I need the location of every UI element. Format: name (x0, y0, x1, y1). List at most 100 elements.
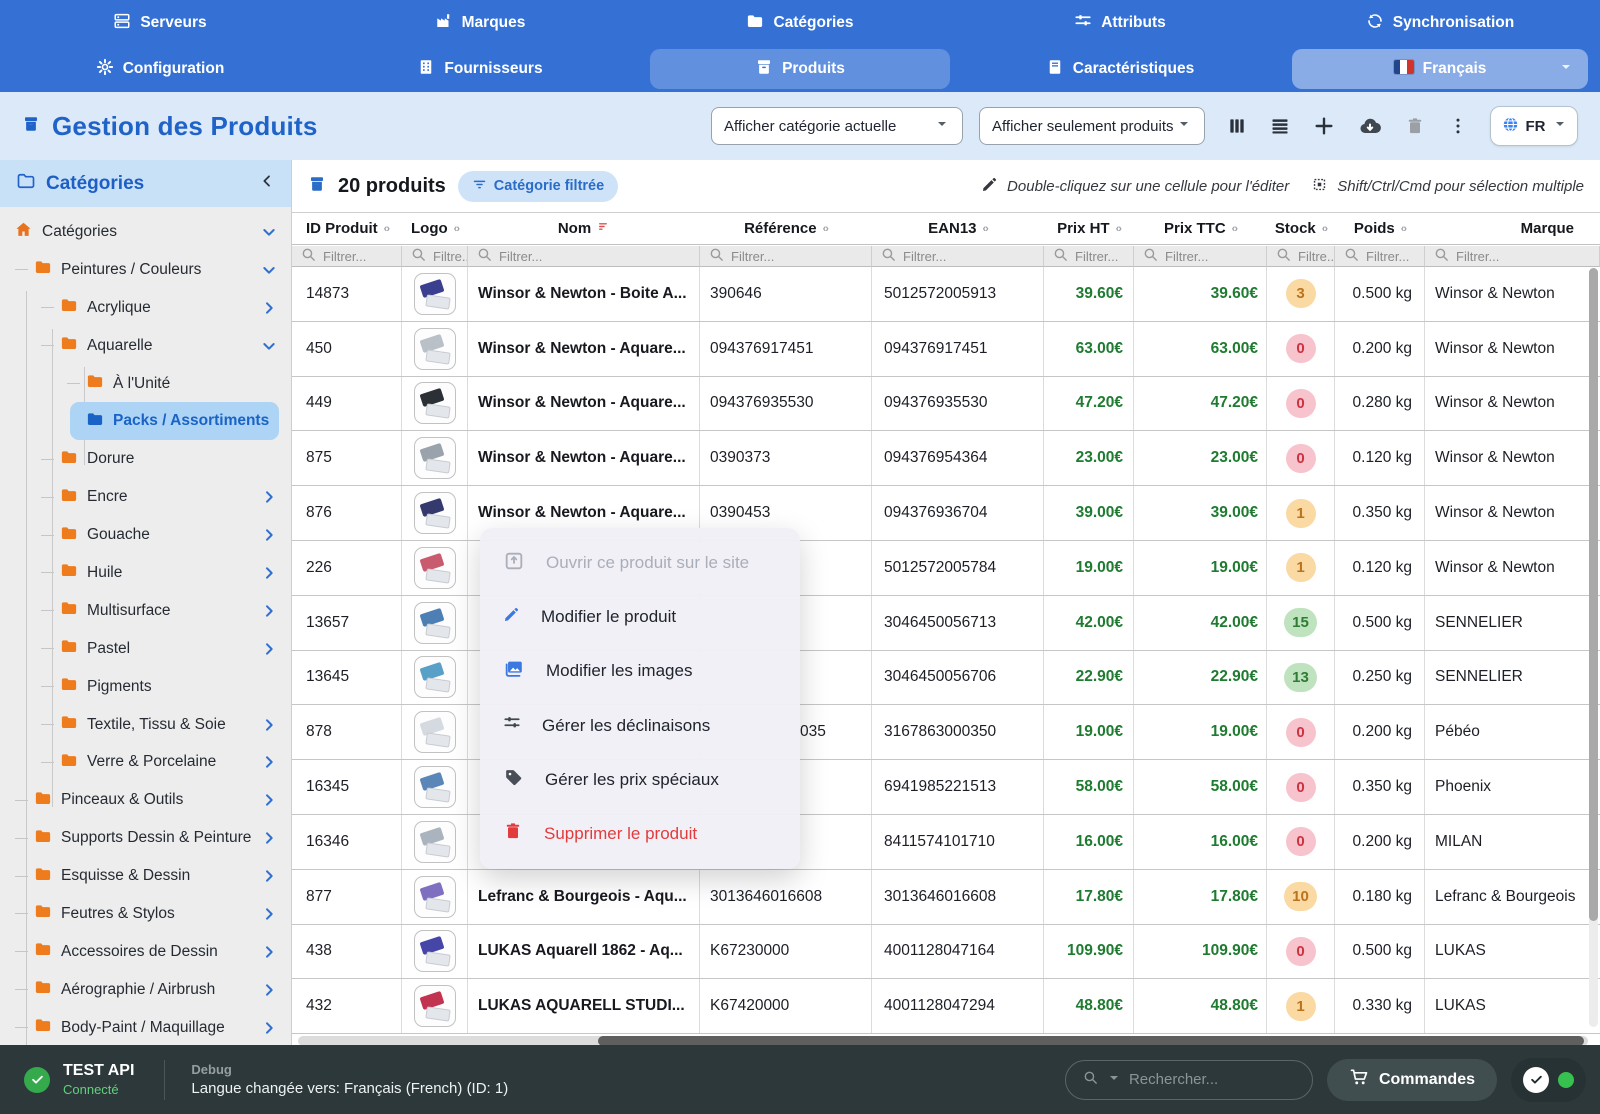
column-header-prix-ht[interactable]: Prix HT ‹› (1044, 220, 1134, 237)
cell-logo[interactable] (402, 760, 468, 814)
chevron-right-icon[interactable] (261, 754, 277, 770)
chevron-right-icon[interactable] (261, 565, 277, 581)
cell-reference[interactable]: 0390453 (700, 486, 872, 540)
nav-item-serveurs[interactable]: Serveurs (10, 3, 310, 43)
cell-marque[interactable]: LUKAS (1425, 925, 1600, 979)
sidebar-item-textile-tissu-soie[interactable]: Textile, Tissu & Soie (0, 706, 291, 744)
sidebar-item-a-rographie-airbrush[interactable]: Aérographie / Airbrush (0, 971, 291, 1009)
table-row[interactable]: 449 Winsor & Newton - Aquare... 0943769355… (292, 376, 1600, 432)
cell-prix-ht[interactable]: 16.00€ (1044, 814, 1134, 869)
cell-prix-ht[interactable]: 17.80€ (1044, 869, 1134, 924)
sidebar-item-pastel[interactable]: Pastel (0, 630, 291, 668)
cell-poids[interactable]: 0.330 kg (1335, 979, 1425, 1034)
cell-marque[interactable]: MILAN (1425, 815, 1600, 869)
chevron-right-icon[interactable] (261, 603, 277, 619)
sidebar-item-gouache[interactable]: Gouache (0, 516, 291, 554)
cell-stock[interactable]: 13 (1267, 650, 1335, 705)
cell-prix-ttc[interactable]: 22.90€ (1134, 650, 1267, 705)
context-menu-item-supprimer-le-produit[interactable]: Supprimer le produit (480, 809, 800, 859)
chevron-right-icon[interactable] (261, 868, 277, 884)
cell-prix-ttc[interactable]: 16.00€ (1134, 814, 1267, 869)
cell-prix-ht[interactable]: 39.00€ (1044, 486, 1134, 540)
product-thumbnail[interactable] (413, 601, 456, 644)
cell-product-id[interactable]: 438 (292, 924, 402, 979)
chevron-right-icon[interactable] (261, 982, 277, 998)
cell-reference[interactable]: 0390373 (700, 431, 872, 486)
table-row[interactable]: 875 Winsor & Newton - Aquare... 0390373 094… (292, 431, 1600, 487)
sort-toggle-icon[interactable]: ‹› (822, 222, 829, 235)
cell-name[interactable]: Winsor & Newton - Aquare... (468, 321, 700, 376)
cell-prix-ttc[interactable]: 19.00€ (1134, 705, 1267, 760)
cell-name[interactable]: Winsor & Newton - Boite A... (468, 267, 700, 321)
chevron-right-icon[interactable] (261, 792, 277, 808)
cell-poids[interactable]: 0.350 kg (1335, 486, 1425, 540)
cell-ean13[interactable]: 5012572005913 (872, 267, 1044, 321)
vertical-scrollbar[interactable] (1589, 268, 1598, 1027)
sidebar-item-esquisse-dessin[interactable]: Esquisse & Dessin (0, 857, 291, 895)
cell-prix-ttc[interactable]: 39.60€ (1134, 267, 1267, 321)
cell-marque[interactable]: LUKAS (1425, 979, 1600, 1033)
cell-name[interactable]: Winsor & Newton - Aquare... (468, 486, 700, 540)
product-thumbnail[interactable] (413, 382, 456, 425)
category-filtered-badge[interactable]: Catégorie filtrée (457, 170, 619, 202)
chevron-right-icon[interactable] (261, 300, 277, 316)
cell-stock[interactable]: 0 (1267, 376, 1335, 431)
cell-ean13[interactable]: 094376917451 (872, 321, 1044, 376)
cell-stock[interactable]: 3 (1267, 267, 1335, 321)
cell-logo[interactable] (402, 321, 468, 376)
cell-logo[interactable] (402, 267, 468, 321)
chevron-right-icon[interactable] (261, 527, 277, 543)
nav-item-synchronisation[interactable]: Synchronisation (1290, 3, 1590, 43)
cell-ean13[interactable]: 4001128047164 (872, 924, 1044, 979)
cell-stock[interactable]: 0 (1267, 760, 1335, 814)
product-thumbnail[interactable] (413, 820, 456, 863)
cell-poids[interactable]: 0.200 kg (1335, 705, 1425, 760)
product-thumbnail[interactable] (413, 656, 456, 699)
chevron-down-icon[interactable] (261, 224, 277, 240)
chevron-down-icon[interactable] (261, 262, 277, 278)
cell-product-id[interactable]: 14873 (292, 267, 402, 321)
context-menu-item-modifier-le-produit[interactable]: Modifier le produit (480, 592, 800, 642)
add-product-button[interactable] (1313, 115, 1335, 137)
cell-logo[interactable] (402, 924, 468, 979)
cell-prix-ht[interactable]: 58.00€ (1044, 760, 1134, 814)
product-thumbnail[interactable] (413, 492, 456, 535)
nav-item-attributs[interactable]: Attributs (970, 3, 1270, 43)
nav-item-configuration[interactable]: Configuration (10, 49, 310, 89)
cell-marque[interactable]: Winsor & Newton (1425, 377, 1600, 431)
cell-reference[interactable] (700, 650, 872, 705)
sidebar-item-supports-dessin-peinture[interactable]: Supports Dessin & Peinture (0, 819, 291, 857)
sidebar-item-multisurface[interactable]: Multisurface (0, 592, 291, 630)
filter-input-nom[interactable]: Filtrer... (468, 246, 700, 267)
cell-product-id[interactable]: 876 (292, 486, 402, 540)
product-thumbnail[interactable] (413, 437, 456, 480)
cell-ean13[interactable]: 094376935530 (872, 376, 1044, 431)
sidebar-item-huile[interactable]: Huile (0, 554, 291, 592)
cell-ean13[interactable]: 094376936704 (872, 486, 1044, 540)
table-row[interactable]: 16345 6941985221513 58.00€ 58.00€ 0 0.350 kg P… (292, 760, 1600, 815)
column-header-poids[interactable]: Poids ‹› (1335, 220, 1425, 237)
cell-name[interactable]: Winsor & Newton - Aquare... (468, 431, 700, 486)
cell-poids[interactable]: 0.200 kg (1335, 814, 1425, 869)
cell-stock[interactable]: 15 (1267, 595, 1335, 650)
orders-button[interactable]: Commandes (1326, 1058, 1497, 1101)
sort-toggle-icon[interactable]: ‹› (1321, 222, 1328, 235)
nav-item-caract-ristiques[interactable]: Caractéristiques (970, 49, 1270, 89)
table-row[interactable]: 876 Winsor & Newton - Aquare... 0390453 094… (292, 486, 1600, 541)
cell-stock[interactable]: 1 (1267, 486, 1335, 540)
cell-prix-ttc[interactable]: 63.00€ (1134, 321, 1267, 376)
sidebar-item-aquarelle[interactable]: Aquarelle (0, 327, 291, 365)
cell-poids[interactable]: 0.280 kg (1335, 376, 1425, 431)
cell-stock[interactable]: 0 (1267, 924, 1335, 979)
chevron-right-icon[interactable] (261, 489, 277, 505)
cell-poids[interactable]: 0.250 kg (1335, 650, 1425, 705)
chevron-right-icon[interactable] (261, 830, 277, 846)
cell-ean13[interactable]: 3046450056713 (872, 595, 1044, 650)
product-thumbnail[interactable] (413, 272, 456, 315)
cell-ean13[interactable]: 3167863000350 (872, 705, 1044, 760)
column-header-nom[interactable]: Nom (468, 220, 700, 237)
cell-poids[interactable]: 0.500 kg (1335, 924, 1425, 979)
cell-prix-ht[interactable]: 63.00€ (1044, 321, 1134, 376)
nav-item-fournisseurs[interactable]: Fournisseurs (330, 49, 630, 89)
cell-ean13[interactable]: 3046450056706 (872, 650, 1044, 705)
